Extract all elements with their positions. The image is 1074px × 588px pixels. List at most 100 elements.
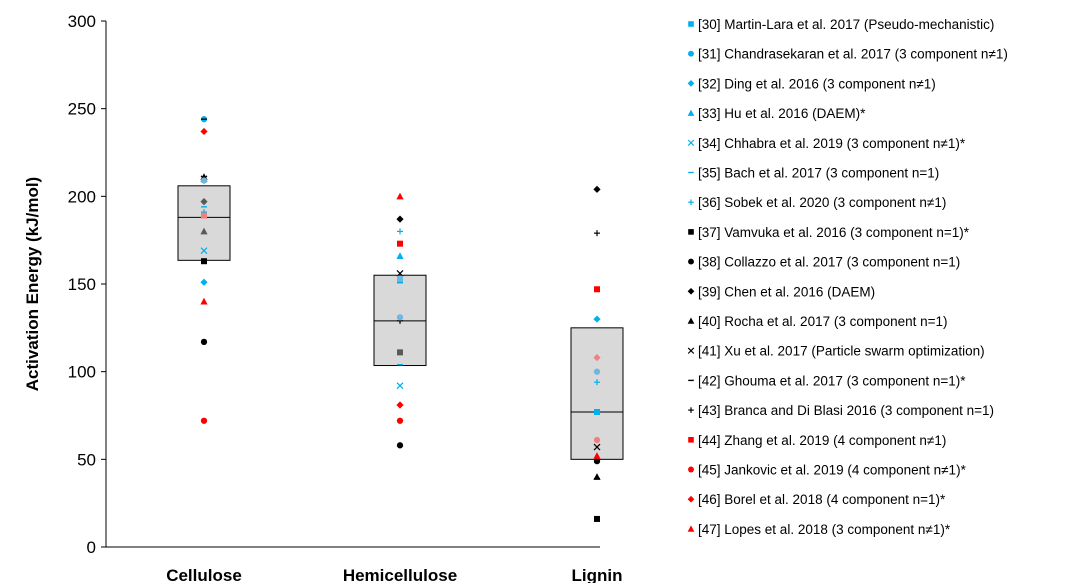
legend-item: [41] Xu et al. 2017 (Particle swarm opti… bbox=[687, 344, 985, 359]
legend-marker bbox=[687, 109, 695, 116]
legend-marker bbox=[687, 495, 695, 503]
data-point bbox=[200, 127, 208, 136]
legend-item: [46] Borel et al. 2018 (4 component n=1)… bbox=[687, 492, 946, 507]
legend-label: [43] Branca and Di Blasi 2016 (3 compone… bbox=[698, 403, 994, 418]
data-point bbox=[397, 349, 403, 356]
legend-item: [47] Lopes et al. 2018 (3 component n≠1)… bbox=[687, 522, 951, 537]
data-point bbox=[397, 228, 403, 235]
data-point bbox=[201, 212, 207, 219]
data-point bbox=[593, 315, 601, 323]
legend-marker bbox=[688, 50, 694, 57]
plot-area: 0 50 100 150 200 250 300 Cellulose Hemicellulose… bbox=[23, 12, 624, 585]
y-tick-label: 50 bbox=[77, 450, 96, 469]
legend-item: [32] Ding et al. 2016 (3 component n≠1) bbox=[687, 76, 936, 91]
legend-marker bbox=[688, 229, 694, 235]
data-point bbox=[593, 185, 601, 193]
box-cellulose bbox=[177, 185, 231, 261]
y-axis-title: Activation Energy (kJ/mol) bbox=[23, 177, 42, 391]
legend-item: [40] Rocha et al. 2017 (3 component n=1) bbox=[687, 314, 948, 329]
data-point bbox=[593, 436, 601, 444]
data-point bbox=[396, 417, 404, 424]
data-point bbox=[396, 382, 404, 390]
x-category-label: Hemicellulose bbox=[343, 566, 457, 583]
legend-label: [45] Jankovic et al. 2019 (4 component n… bbox=[698, 463, 967, 478]
legend-item: [31] Chandrasekaran et al. 2017 (3 compo… bbox=[688, 47, 1008, 62]
legend-item: [39] Chen et al. 2016 (DAEM) bbox=[687, 284, 875, 299]
legend-label: [37] Vamvuka et al. 2016 (3 component n=… bbox=[698, 225, 970, 240]
data-point bbox=[594, 286, 600, 293]
data-point bbox=[200, 297, 208, 305]
legend-label: [41] Xu et al. 2017 (Particle swarm opti… bbox=[698, 344, 985, 359]
x-category-label: Cellulose bbox=[166, 566, 242, 583]
legend-label: [34] Chhabra et al. 2019 (3 component n≠… bbox=[698, 136, 966, 151]
data-point bbox=[397, 240, 403, 247]
legend-item: [45] Jankovic et al. 2019 (4 component n… bbox=[688, 463, 967, 478]
data-point bbox=[396, 401, 404, 409]
legend-item: [43] Branca and Di Blasi 2016 (3 compone… bbox=[688, 403, 994, 418]
legend-label: [31] Chandrasekaran et al. 2017 (3 compo… bbox=[698, 47, 1008, 62]
legend-marker bbox=[688, 437, 694, 443]
legend-item: [34] Chhabra et al. 2019 (3 component n≠… bbox=[687, 136, 966, 151]
legend-label: [32] Ding et al. 2016 (3 component n≠1) bbox=[698, 76, 936, 91]
legend: [30] Martin-Lara et al. 2017 (Pseudo-mec… bbox=[687, 17, 1008, 537]
data-point bbox=[397, 275, 403, 282]
data-point bbox=[593, 354, 601, 362]
y-tick-label: 100 bbox=[68, 363, 96, 382]
data-point bbox=[200, 227, 208, 235]
legend-marker bbox=[688, 21, 694, 27]
data-point bbox=[200, 177, 208, 184]
y-tick-label: 300 bbox=[68, 12, 96, 31]
legend-item: [42] Ghouma et al. 2017 (3 component n=1… bbox=[688, 373, 966, 388]
legend-label: [38] Collazzo et al. 2017 (3 component n… bbox=[698, 255, 960, 270]
data-point bbox=[593, 443, 601, 451]
data-point bbox=[396, 270, 404, 277]
legend-marker bbox=[687, 80, 695, 87]
legend-item: [33] Hu et al. 2016 (DAEM)* bbox=[687, 106, 866, 121]
data-point bbox=[594, 408, 600, 415]
data-point bbox=[593, 457, 601, 465]
legend-label: [42] Ghouma et al. 2017 (3 component n=1… bbox=[698, 373, 966, 388]
data-point bbox=[396, 442, 404, 449]
legend-label: [30] Martin-Lara et al. 2017 (Pseudo-mec… bbox=[698, 17, 994, 32]
legend-marker bbox=[688, 407, 694, 413]
data-point bbox=[396, 192, 404, 200]
legend-marker bbox=[688, 258, 694, 265]
data-point bbox=[396, 314, 404, 321]
legend-label: [36] Sobek et al. 2020 (3 component n≠1) bbox=[698, 195, 946, 210]
data-point bbox=[200, 278, 208, 286]
legend-label: [39] Chen et al. 2016 (DAEM) bbox=[698, 284, 875, 299]
legend-marker bbox=[688, 199, 694, 205]
data-point bbox=[200, 247, 208, 255]
legend-item: [30] Martin-Lara et al. 2017 (Pseudo-mec… bbox=[688, 17, 994, 32]
legend-marker bbox=[687, 139, 695, 147]
legend-marker bbox=[688, 466, 694, 473]
legend-marker bbox=[687, 525, 695, 532]
legend-item: [44] Zhang et al. 2019 (4 component n≠1) bbox=[688, 433, 946, 448]
legend-marker bbox=[687, 347, 695, 354]
legend-item: [37] Vamvuka et al. 2016 (3 component n=… bbox=[688, 225, 970, 240]
data-point bbox=[594, 379, 600, 386]
y-tick-label: 200 bbox=[68, 187, 96, 206]
legend-item: [38] Collazzo et al. 2017 (3 component n… bbox=[688, 255, 960, 270]
legend-item: [35] Bach et al. 2017 (3 component n=1) bbox=[688, 166, 939, 181]
data-point bbox=[201, 258, 207, 265]
data-point bbox=[594, 515, 600, 522]
y-tick-label: 250 bbox=[68, 100, 96, 119]
data-point bbox=[200, 338, 208, 346]
data-point bbox=[593, 368, 601, 375]
legend-label: [35] Bach et al. 2017 (3 component n=1) bbox=[698, 166, 939, 181]
legend-label: [46] Borel et al. 2018 (4 component n=1)… bbox=[698, 492, 946, 507]
legend-marker bbox=[687, 287, 695, 295]
data-point bbox=[593, 452, 601, 459]
legend-label: [44] Zhang et al. 2019 (4 component n≠1) bbox=[698, 433, 946, 448]
legend-label: [47] Lopes et al. 2018 (3 component n≠1)… bbox=[698, 522, 951, 537]
data-point bbox=[200, 417, 208, 424]
data-point bbox=[396, 215, 404, 223]
data-point bbox=[396, 252, 404, 259]
legend-item: [36] Sobek et al. 2020 (3 component n≠1) bbox=[688, 195, 946, 210]
legend-marker bbox=[687, 317, 695, 324]
data-point bbox=[200, 197, 208, 206]
y-tick-label: 150 bbox=[68, 275, 96, 294]
